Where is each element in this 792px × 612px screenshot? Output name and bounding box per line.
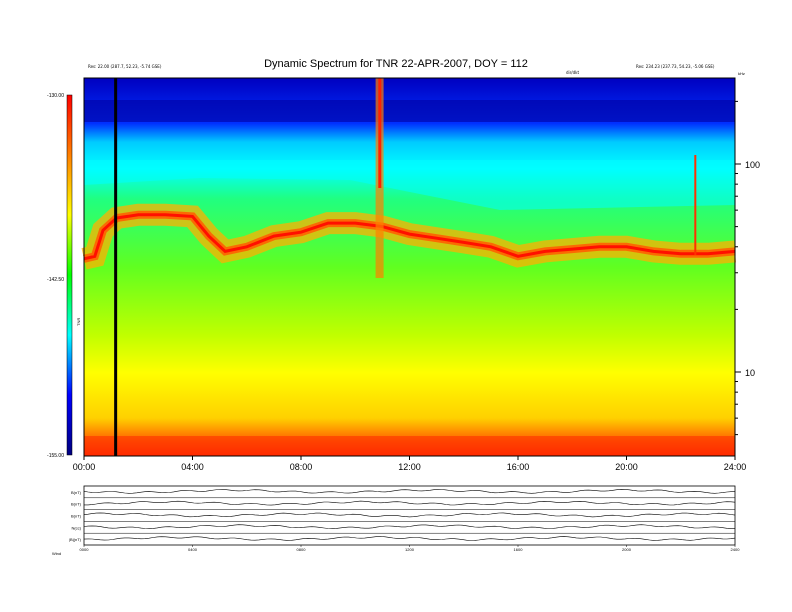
y-tick-label: 100 — [745, 160, 760, 170]
x-tick-label: 24:00 — [724, 462, 747, 472]
left-info-line: Res: 22.00 (287.7, 52.23, -5.74 GSE) — [88, 64, 162, 69]
bottom-left-label: Wind — [52, 551, 61, 556]
cyan-region — [84, 160, 735, 210]
panel-trace — [83, 488, 735, 494]
colorbar-tick-label: -142.50 — [47, 277, 64, 283]
bottom-tick-label: 2400 — [731, 547, 741, 552]
bottom-tick-label: 0400 — [188, 547, 198, 552]
chart-title: Dynamic Spectrum for TNR 22-APR-2007, DO… — [264, 58, 528, 70]
panel-trace — [83, 536, 736, 541]
panel-trace — [84, 500, 736, 506]
colorbar-label: TNR — [76, 318, 81, 326]
bottom-tick-label: 2000 — [622, 547, 632, 552]
panel-label: |B|(nT) — [69, 537, 82, 542]
panel-label: B(nT) — [71, 502, 82, 507]
x-tick-label: 00:00 — [73, 462, 96, 472]
x-tick-label: 12:00 — [398, 462, 421, 472]
colorbar-tick-label: -155.00 — [47, 453, 64, 459]
dark-band — [84, 100, 735, 122]
spike-2230 — [694, 155, 697, 255]
colorbar-tick-label: -130.00 — [47, 93, 64, 99]
x-tick-label: 20:00 — [615, 462, 638, 472]
low-freq-red-band — [84, 436, 735, 456]
colorbar — [66, 94, 73, 456]
burst-core — [378, 78, 382, 188]
panel-label: B(nT) — [71, 514, 82, 519]
panel-trace — [83, 524, 735, 530]
panel-trace — [83, 512, 736, 518]
x-tick-label: 04:00 — [181, 462, 204, 472]
y-tick-label: 10 — [745, 368, 755, 378]
panel-label: B(nT) — [71, 490, 82, 495]
x-tick-label: 16:00 — [507, 462, 530, 472]
direction-label: dir/dkt — [566, 70, 580, 75]
bottom-tick-label: 1200 — [405, 547, 415, 552]
bottom-tick-label: 0000 — [80, 547, 90, 552]
x-tick-label: 08:00 — [290, 462, 313, 472]
bottom-tick-label: 0800 — [297, 547, 307, 552]
panel-label: N(cc) — [71, 525, 81, 530]
right-info-line: Res: 234.23 (237.73, 54.23, -5.06 GSE) — [636, 64, 715, 69]
spectrum-background — [84, 78, 735, 456]
y-unit-label: kHz — [738, 71, 745, 76]
bottom-tick-label: 1600 — [514, 547, 524, 552]
emission-ridge-peak — [83, 213, 736, 261]
